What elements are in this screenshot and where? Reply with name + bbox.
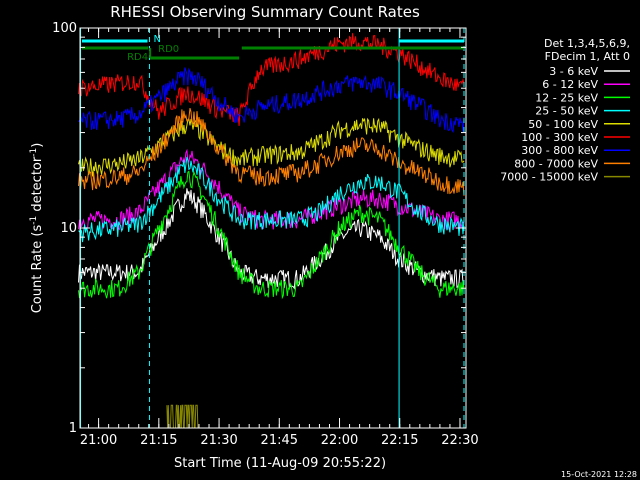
legend-entry-label: 7000 - 15000 keV: [500, 171, 598, 184]
series-line: [78, 156, 465, 243]
legend-entry-label: 800 - 7000 keV: [514, 157, 598, 170]
chart-title: RHESSI Observing Summary Count Rates: [110, 3, 420, 21]
x-tick-label: 22:30: [441, 433, 478, 448]
x-tick-label: 22:15: [381, 433, 418, 448]
series-line: [78, 67, 465, 133]
x-tick-label: 21:45: [261, 433, 298, 448]
legend-entry-label: 3 - 6 keV: [549, 65, 598, 78]
legend-entry-label: 100 - 300 keV: [521, 131, 598, 144]
legend-entry-label: 12 - 25 keV: [535, 91, 598, 104]
x-tick-label: 21:15: [140, 433, 177, 448]
annotation-label: N: [153, 34, 160, 45]
series-line: [78, 33, 465, 126]
y-axis-label: Count Rate (s-1 detector-1): [29, 143, 45, 314]
x-tick-label: 21:00: [80, 433, 117, 448]
plot-area: N RD4 RD0: [78, 28, 465, 429]
legend-entry-label: 300 - 800 keV: [521, 144, 598, 157]
legend-header: FDecim 1, Att 0: [545, 50, 630, 63]
annotation-label: RD4: [127, 52, 148, 63]
y-tick-label: 100: [52, 21, 77, 36]
series-line: [166, 404, 199, 429]
axes: 1 10 100 21:00 21:15 21:30 21:45 22:00 22:15 22:3…: [52, 21, 479, 448]
y-tick-label: 10: [60, 221, 77, 236]
series-line: [78, 117, 465, 177]
x-tick-label: 22:00: [321, 433, 358, 448]
series-line: [78, 170, 465, 300]
x-tick-label: 21:30: [200, 433, 237, 448]
legend-entry-label: 25 - 50 keV: [535, 105, 598, 118]
legend: Det 1,3,4,5,6,9,FDecim 1, Att 0 3 - 6 keV…: [500, 37, 630, 184]
series-line: [78, 188, 465, 290]
legend-header: Det 1,3,4,5,6,9,: [544, 37, 630, 50]
x-axis-label: Start Time (11-Aug-09 20:55:22): [174, 456, 386, 471]
annotation-label: RD0: [158, 44, 179, 55]
legend-entry-label: 6 - 12 keV: [542, 78, 598, 91]
series-line: [78, 107, 465, 196]
footer-timestamp: 15-Oct-2021 12:28: [561, 470, 637, 479]
series-line: [78, 148, 465, 231]
legend-entry-label: 50 - 100 keV: [528, 118, 598, 131]
y-tick-label: 1: [69, 421, 77, 436]
